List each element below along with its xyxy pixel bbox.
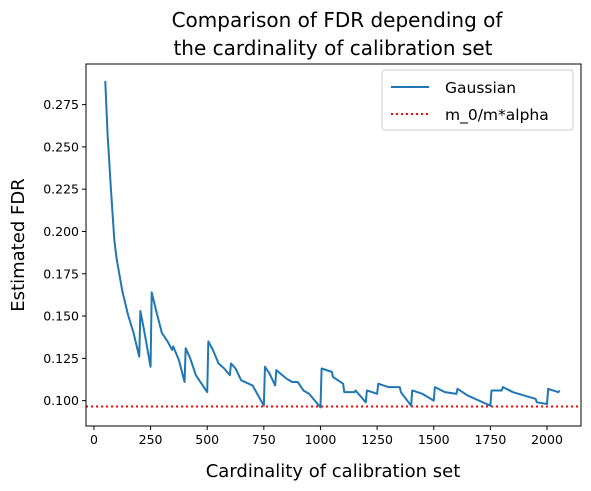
y-tick-label: 0.200 (43, 224, 79, 239)
y-tick-label: 0.150 (43, 309, 79, 324)
y-tick-label: 0.125 (43, 351, 79, 366)
y-axis-label: Estimated FDR (8, 178, 29, 311)
legend-frame (381, 69, 574, 131)
series-line-gaussian (104, 80, 561, 409)
x-tick-label: 1500 (418, 432, 450, 447)
y-axis-ticks: 0.100 0.125 0.150 0.175 0.200 0.225 0.250 0.275 (43, 97, 86, 408)
x-axis-ticks: 0 250 500 750 1000 1250 1500 1750 2000 (90, 426, 563, 447)
y-tick-label: 0.100 (43, 393, 79, 408)
x-tick-label: 1000 (305, 432, 337, 447)
x-tick-label: 0 (90, 432, 98, 447)
y-tick-label: 0.175 (43, 266, 79, 281)
plot-frame (85, 63, 582, 427)
chart-title-line-2: the cardinality of calibration set (173, 36, 492, 60)
y-tick-label: 0.225 (43, 182, 79, 197)
y-tick-label: 0.250 (43, 139, 79, 154)
chart-title-line-1: Comparison of FDR depending of (172, 8, 504, 32)
x-tick-label: 250 (139, 432, 163, 447)
x-tick-label: 2000 (531, 432, 563, 447)
legend-label-reference: m_0/m*alpha (445, 106, 549, 125)
legend-label-gaussian: Gaussian (445, 79, 516, 97)
x-tick-label: 1250 (361, 432, 393, 447)
x-tick-label: 500 (195, 432, 219, 447)
x-tick-label: 1750 (474, 432, 506, 447)
y-tick-label: 0.275 (43, 97, 79, 112)
x-tick-label: 750 (252, 432, 276, 447)
legend: Gaussian m_0/m*alpha (381, 69, 574, 131)
plot-area (85, 63, 582, 427)
x-axis-label: Cardinality of calibration set (206, 461, 461, 482)
series-layer (104, 80, 561, 409)
